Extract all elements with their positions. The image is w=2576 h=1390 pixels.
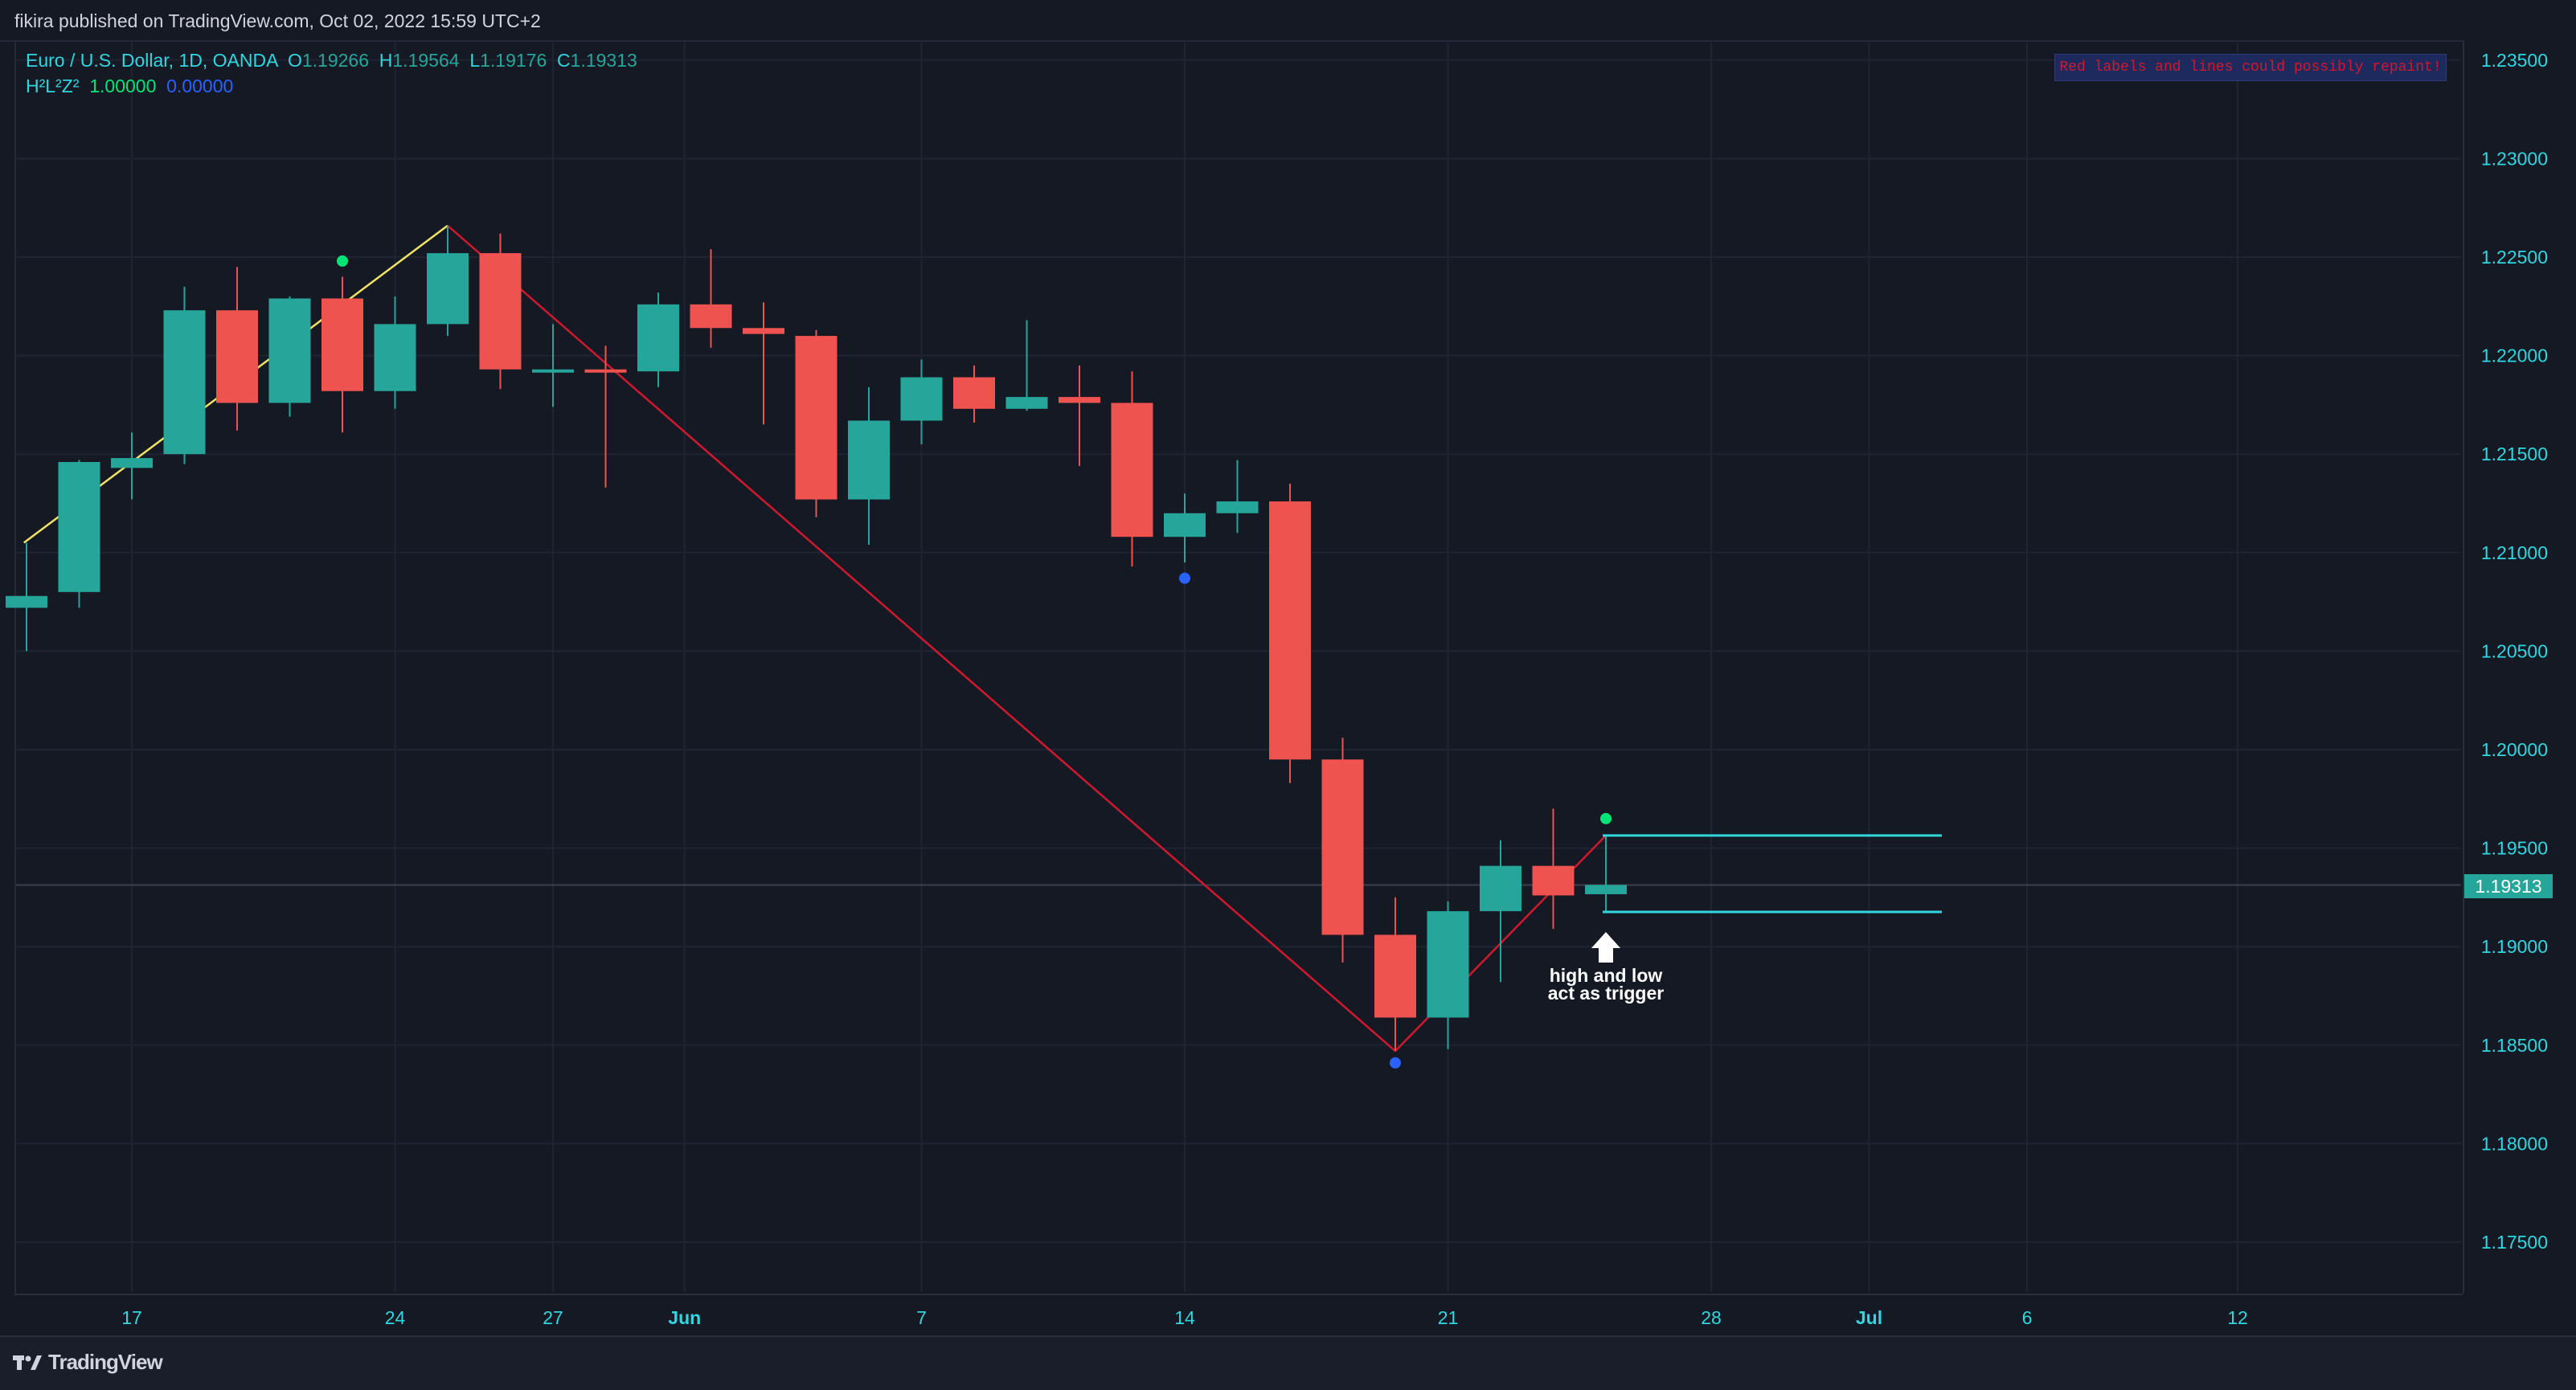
tradingview-logo[interactable]: TradingView xyxy=(13,1350,163,1375)
candle-down[interactable] xyxy=(690,304,732,329)
candle-up[interactable] xyxy=(163,310,206,455)
candle-up[interactable] xyxy=(532,369,574,373)
high-label: H xyxy=(379,50,393,71)
x-tick-label: 28 xyxy=(1701,1307,1722,1328)
candle-up[interactable] xyxy=(1427,911,1469,1018)
candle-down[interactable] xyxy=(1059,397,1100,403)
candle-down[interactable] xyxy=(479,253,522,370)
candle-up[interactable] xyxy=(58,462,100,592)
x-tick-label: 27 xyxy=(543,1307,563,1328)
time-axis-border xyxy=(14,1294,2463,1295)
candle-up[interactable] xyxy=(374,324,416,391)
header-bar: fikira published on TradingView.com, Oct… xyxy=(0,0,2576,42)
repaint-warning-label: Red labels and lines could possibly repa… xyxy=(2054,54,2447,81)
candle-down[interactable] xyxy=(216,310,258,403)
up-arrow-icon xyxy=(1591,932,1620,963)
candle-up[interactable] xyxy=(111,458,153,468)
symbol-name[interactable]: Euro / U.S. Dollar, 1D, OANDA xyxy=(26,50,278,71)
high-value: 1.19564 xyxy=(392,50,460,71)
candle-up[interactable] xyxy=(848,420,890,500)
low-value: 1.19176 xyxy=(480,50,547,71)
chart-pane[interactable] xyxy=(14,40,2464,1294)
candle-down[interactable] xyxy=(584,369,627,373)
open-value: 1.19266 xyxy=(301,50,369,71)
tradingview-brand: TradingView xyxy=(48,1350,163,1374)
y-tick-label: 1.18000 xyxy=(2481,1133,2548,1154)
pivot-low-dot xyxy=(1390,1057,1401,1069)
candle-up[interactable] xyxy=(1216,501,1259,513)
y-tick-label: 1.18500 xyxy=(2481,1035,2548,1056)
indicator-legend[interactable]: H²L²Z² 1.00000 0.00000 xyxy=(26,76,233,97)
x-tick-label: 21 xyxy=(1438,1307,1459,1328)
tradingview-logo-icon xyxy=(13,1355,42,1370)
candle-up[interactable] xyxy=(1005,397,1048,409)
candle-down[interactable] xyxy=(743,328,784,334)
x-tick-label: 7 xyxy=(916,1307,927,1328)
candle-up[interactable] xyxy=(1480,865,1521,912)
y-tick-label: 1.20000 xyxy=(2481,739,2548,760)
candle-up[interactable] xyxy=(637,304,679,372)
footer-bar xyxy=(0,1335,2576,1390)
y-tick-label: 1.17500 xyxy=(2481,1232,2548,1253)
publisher-line: fikira published on TradingView.com, Oct… xyxy=(14,10,541,31)
candle-up[interactable] xyxy=(900,377,943,421)
pivot-high-dot xyxy=(337,255,348,267)
pivot-high-dot xyxy=(1600,812,1612,824)
price-axis[interactable] xyxy=(2463,40,2576,1294)
x-tick-label: Jun xyxy=(668,1307,701,1328)
candle-down[interactable] xyxy=(1269,501,1311,760)
candle-up[interactable] xyxy=(427,253,469,325)
annotation-line-1: high and low xyxy=(1550,965,1663,986)
y-tick-label: 1.22000 xyxy=(2481,345,2548,366)
y-tick-label: 1.23000 xyxy=(2481,148,2548,169)
candle-down[interactable] xyxy=(1111,403,1153,538)
indicator-value-2: 0.00000 xyxy=(166,76,234,96)
y-tick-label: 1.19000 xyxy=(2481,936,2548,957)
close-value: 1.19313 xyxy=(570,50,637,71)
open-label: O xyxy=(287,50,302,71)
candle-up[interactable] xyxy=(6,595,47,608)
candle-down[interactable] xyxy=(953,377,995,409)
y-tick-label: 1.21500 xyxy=(2481,444,2548,464)
x-tick-label: 17 xyxy=(121,1307,142,1328)
symbol-legend[interactable]: Euro / U.S. Dollar, 1D, OANDA O1.19266 H… xyxy=(26,50,637,72)
indicator-name[interactable]: H²L²Z² xyxy=(26,76,80,96)
candle-down[interactable] xyxy=(1374,934,1416,1018)
candle-down[interactable] xyxy=(1532,865,1575,896)
candle-up[interactable] xyxy=(268,298,311,403)
x-tick-label: 12 xyxy=(2227,1307,2248,1328)
annotation-line-2: act as trigger xyxy=(1548,983,1664,1004)
y-tick-label: 1.22500 xyxy=(2481,247,2548,268)
current-price-label: 1.19313 xyxy=(2464,874,2553,898)
y-tick-label: 1.20500 xyxy=(2481,640,2548,661)
candle-up[interactable] xyxy=(1585,885,1627,894)
y-tick-label: 1.19500 xyxy=(2481,838,2548,859)
close-label: C xyxy=(557,50,571,71)
candle-down[interactable] xyxy=(795,336,838,500)
indicator-value-1: 1.00000 xyxy=(89,76,157,96)
x-tick-label: Jul xyxy=(1856,1307,1882,1328)
candle-down[interactable] xyxy=(321,298,363,391)
low-label: L xyxy=(469,50,481,71)
y-tick-label: 1.23500 xyxy=(2481,50,2548,71)
pivot-low-dot xyxy=(1179,572,1190,584)
x-tick-label: 14 xyxy=(1174,1307,1195,1328)
x-tick-label: 6 xyxy=(2022,1307,2033,1328)
candle-down[interactable] xyxy=(1321,759,1364,935)
x-tick-label: 24 xyxy=(385,1307,406,1328)
candle-up[interactable] xyxy=(1164,513,1206,538)
y-tick-label: 1.21000 xyxy=(2481,542,2548,563)
